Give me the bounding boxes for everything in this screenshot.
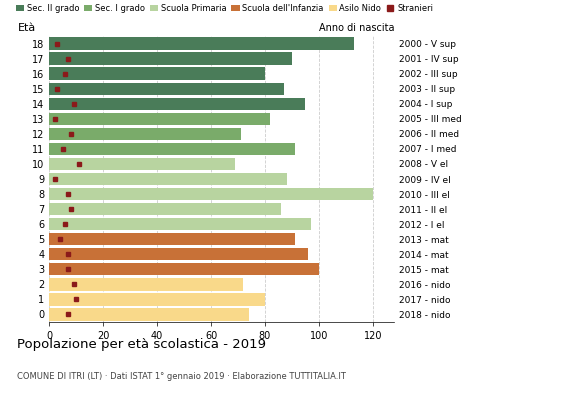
- Text: Età: Età: [18, 23, 37, 33]
- Bar: [49, 263, 319, 276]
- Text: Popolazione per età scolastica - 2019: Popolazione per età scolastica - 2019: [17, 338, 266, 351]
- Bar: [49, 128, 241, 140]
- Bar: [49, 68, 265, 80]
- Bar: [49, 113, 270, 125]
- Bar: [49, 188, 373, 200]
- Text: Anno di nascita: Anno di nascita: [319, 23, 394, 33]
- Bar: [49, 248, 308, 260]
- Bar: [49, 308, 249, 321]
- Bar: [49, 173, 287, 185]
- Bar: [49, 37, 354, 50]
- Bar: [49, 233, 295, 245]
- Bar: [49, 218, 311, 230]
- Bar: [49, 158, 235, 170]
- Bar: [49, 143, 295, 155]
- Bar: [49, 52, 292, 65]
- Legend: Sec. II grado, Sec. I grado, Scuola Primaria, Scuola dell'Infanzia, Asilo Nido, : Sec. II grado, Sec. I grado, Scuola Prim…: [16, 4, 433, 13]
- Bar: [49, 278, 244, 290]
- Bar: [49, 203, 281, 215]
- Bar: [49, 98, 306, 110]
- Bar: [49, 293, 265, 306]
- Bar: [49, 82, 284, 95]
- Text: COMUNE DI ITRI (LT) · Dati ISTAT 1° gennaio 2019 · Elaborazione TUTTITALIA.IT: COMUNE DI ITRI (LT) · Dati ISTAT 1° genn…: [17, 372, 346, 381]
